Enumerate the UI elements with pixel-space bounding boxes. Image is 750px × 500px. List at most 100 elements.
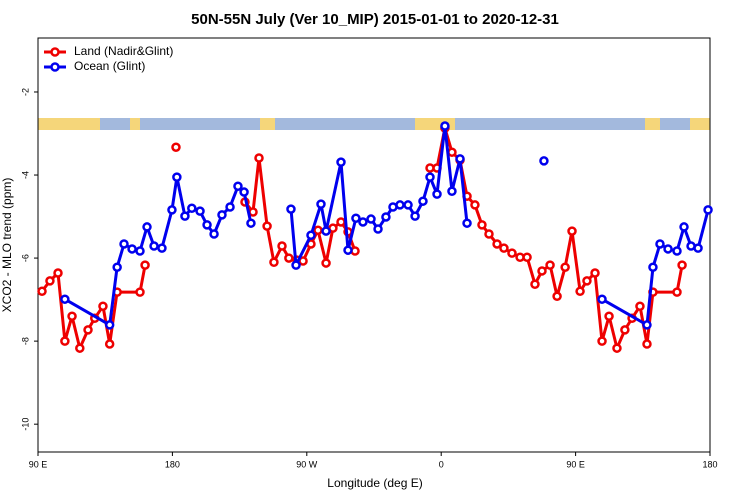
plot-frame	[37, 37, 711, 453]
data-point	[157, 243, 167, 253]
data-point	[672, 287, 682, 297]
data-point	[522, 252, 532, 262]
map-strip	[38, 118, 710, 130]
data-point	[98, 301, 108, 311]
data-point	[343, 245, 353, 255]
data-point	[60, 336, 70, 346]
y-tick-label: -6	[20, 254, 30, 262]
data-point	[358, 217, 368, 227]
data-point	[291, 260, 301, 270]
data-point	[225, 202, 235, 212]
data-point	[195, 206, 205, 216]
data-point	[284, 253, 294, 263]
data-point	[313, 225, 323, 236]
data-point	[663, 244, 673, 254]
data-point	[45, 276, 55, 286]
data-point	[440, 121, 450, 131]
data-point	[336, 157, 346, 167]
data-point	[425, 172, 435, 182]
data-point	[321, 226, 331, 236]
data-point	[597, 336, 607, 346]
data-point	[83, 325, 93, 335]
data-point	[552, 291, 562, 302]
data-point	[539, 156, 549, 166]
data-point	[410, 211, 420, 221]
data-point	[366, 214, 376, 224]
data-point	[590, 268, 600, 278]
legend-marker	[50, 62, 60, 72]
data-point	[530, 279, 540, 289]
x-tick-label: 90 E	[29, 459, 48, 469]
data-point	[316, 199, 326, 209]
data-point	[67, 311, 77, 321]
data-point	[171, 142, 181, 152]
data-point	[217, 210, 227, 220]
data-point	[484, 229, 494, 239]
data-point	[492, 239, 502, 249]
ocean-strip	[455, 118, 645, 130]
data-point	[455, 154, 465, 164]
data-point	[499, 243, 509, 253]
x-tick-label: 180	[702, 459, 717, 469]
data-point	[187, 203, 197, 214]
data-point	[172, 172, 182, 182]
y-tick-label: -8	[20, 337, 30, 345]
data-point	[677, 260, 687, 270]
data-point	[604, 311, 614, 321]
data-point	[703, 205, 713, 215]
data-point	[470, 200, 480, 210]
x-axis-label: Longitude (deg E)	[327, 476, 422, 490]
data-point	[75, 343, 85, 353]
data-point	[403, 200, 413, 210]
data-point	[432, 189, 442, 199]
data-point	[167, 205, 177, 215]
data-point	[545, 260, 555, 270]
x-tick-label: 90 E	[566, 459, 585, 469]
data-point	[575, 286, 585, 297]
data-point	[620, 325, 630, 335]
legend-marker	[50, 47, 60, 57]
data-point	[477, 220, 487, 230]
data-point	[648, 262, 658, 272]
y-tick-label: -4	[20, 171, 30, 179]
data-point	[418, 196, 428, 206]
data-point	[582, 276, 592, 286]
data-point	[612, 343, 622, 353]
data-point	[672, 246, 682, 256]
data-point	[351, 213, 361, 223]
ocean-strip	[275, 118, 415, 130]
data-point	[202, 220, 212, 230]
legend-label: Land (Nadir&Glint)	[74, 44, 173, 58]
data-point	[269, 257, 279, 267]
data-point	[140, 260, 150, 270]
data-point	[381, 212, 391, 222]
data-point	[286, 204, 296, 214]
data-point	[248, 207, 258, 217]
x-tick-label: 90 W	[296, 459, 318, 469]
ocean-strip	[140, 118, 260, 130]
data-point	[142, 222, 152, 232]
y-axis-label: XCO2 - MLO trend (ppm)	[0, 178, 14, 313]
data-point	[642, 339, 652, 349]
data-point	[149, 241, 159, 251]
x-tick-label: 0	[439, 459, 444, 469]
data-point	[462, 218, 472, 228]
data-point	[135, 246, 145, 256]
data-point	[127, 244, 137, 254]
ocean-strip	[100, 118, 130, 130]
data-point	[254, 153, 264, 163]
data-point	[233, 181, 243, 191]
data-point	[679, 222, 689, 232]
chart-title: 50N-55N July (Ver 10_MIP) 2015-01-01 to …	[191, 11, 559, 28]
data-point	[642, 320, 652, 330]
x-tick-label: 180	[165, 459, 180, 469]
y-tick-label: -10	[20, 418, 30, 431]
data-point	[373, 224, 383, 234]
data-point	[60, 294, 70, 304]
data-point	[597, 294, 607, 304]
data-point	[119, 239, 129, 249]
data-point	[209, 229, 219, 239]
data-point	[655, 239, 665, 249]
